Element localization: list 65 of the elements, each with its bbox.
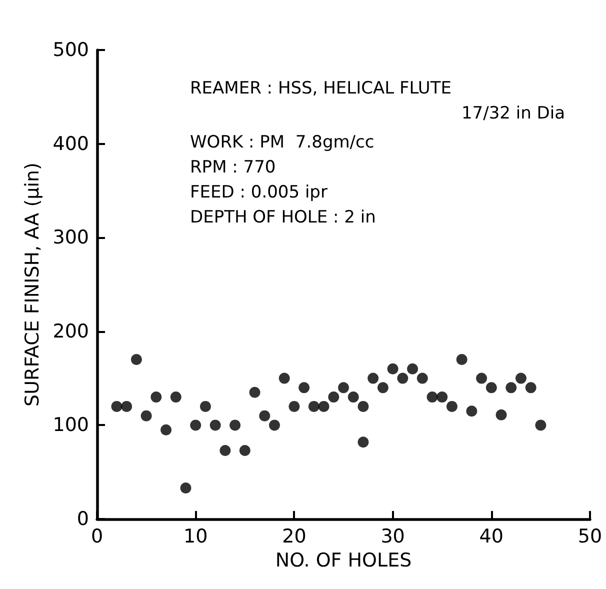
annotation: FEED : 0.005 ipr bbox=[190, 182, 328, 202]
annotation: 17/32 in Dia bbox=[461, 104, 566, 124]
point bbox=[210, 420, 221, 431]
point bbox=[397, 372, 408, 384]
point bbox=[180, 482, 192, 494]
y-tick-label: 100 bbox=[52, 414, 89, 436]
point bbox=[407, 363, 418, 374]
point bbox=[486, 382, 497, 394]
point bbox=[436, 392, 448, 403]
annotation: RPM : 770 bbox=[190, 158, 276, 178]
point bbox=[170, 392, 182, 403]
point bbox=[249, 386, 260, 398]
point bbox=[506, 382, 517, 394]
y-tick-label: 200 bbox=[52, 320, 89, 342]
point bbox=[140, 410, 152, 422]
point bbox=[456, 354, 468, 366]
y-tick-label: 500 bbox=[52, 39, 89, 61]
point bbox=[377, 382, 388, 394]
point bbox=[358, 400, 369, 412]
point bbox=[348, 392, 359, 403]
point bbox=[190, 420, 202, 431]
point bbox=[298, 382, 310, 394]
point bbox=[525, 382, 536, 394]
point bbox=[476, 372, 488, 384]
point bbox=[426, 392, 438, 403]
annotation: REAMER : HSS, HELICAL FLUTE bbox=[190, 78, 452, 98]
point bbox=[535, 420, 546, 431]
point bbox=[368, 372, 379, 384]
annotation: DEPTH OF HOLE : 2 in bbox=[190, 208, 376, 228]
point bbox=[121, 400, 132, 412]
point bbox=[358, 436, 369, 448]
y-tick-label: 0 bbox=[76, 508, 89, 530]
point bbox=[416, 372, 428, 384]
point bbox=[239, 445, 250, 456]
point bbox=[466, 406, 478, 417]
point bbox=[220, 445, 231, 456]
point bbox=[446, 400, 458, 412]
x-tick-label: 50 bbox=[578, 526, 602, 548]
point bbox=[515, 372, 526, 384]
y-tick-label: 400 bbox=[52, 132, 89, 155]
x-axis-title: NO. OF HOLES bbox=[275, 550, 412, 572]
point bbox=[268, 420, 280, 431]
y-axis-title: SURFACE FINISH, AA (µin) bbox=[21, 162, 44, 406]
point bbox=[160, 424, 172, 436]
y-tick-label: 300 bbox=[52, 226, 89, 249]
point bbox=[278, 372, 290, 384]
x-tick-label: 30 bbox=[380, 526, 405, 548]
point bbox=[111, 400, 122, 412]
annotation: WORK : PM 7.8gm/cc bbox=[190, 132, 374, 152]
point bbox=[308, 400, 320, 412]
x-tick-label: 0 bbox=[90, 526, 104, 548]
point bbox=[496, 409, 507, 420]
point bbox=[259, 410, 270, 422]
point bbox=[328, 392, 340, 403]
point bbox=[338, 382, 349, 394]
x-tick-label: 20 bbox=[282, 526, 306, 548]
x-tick-label: 10 bbox=[184, 526, 208, 548]
point bbox=[150, 392, 162, 403]
point bbox=[318, 400, 330, 412]
point bbox=[200, 400, 211, 412]
point bbox=[230, 420, 241, 431]
point bbox=[288, 400, 300, 412]
point bbox=[387, 363, 398, 374]
point bbox=[130, 354, 142, 366]
x-tick-label: 40 bbox=[479, 526, 504, 548]
